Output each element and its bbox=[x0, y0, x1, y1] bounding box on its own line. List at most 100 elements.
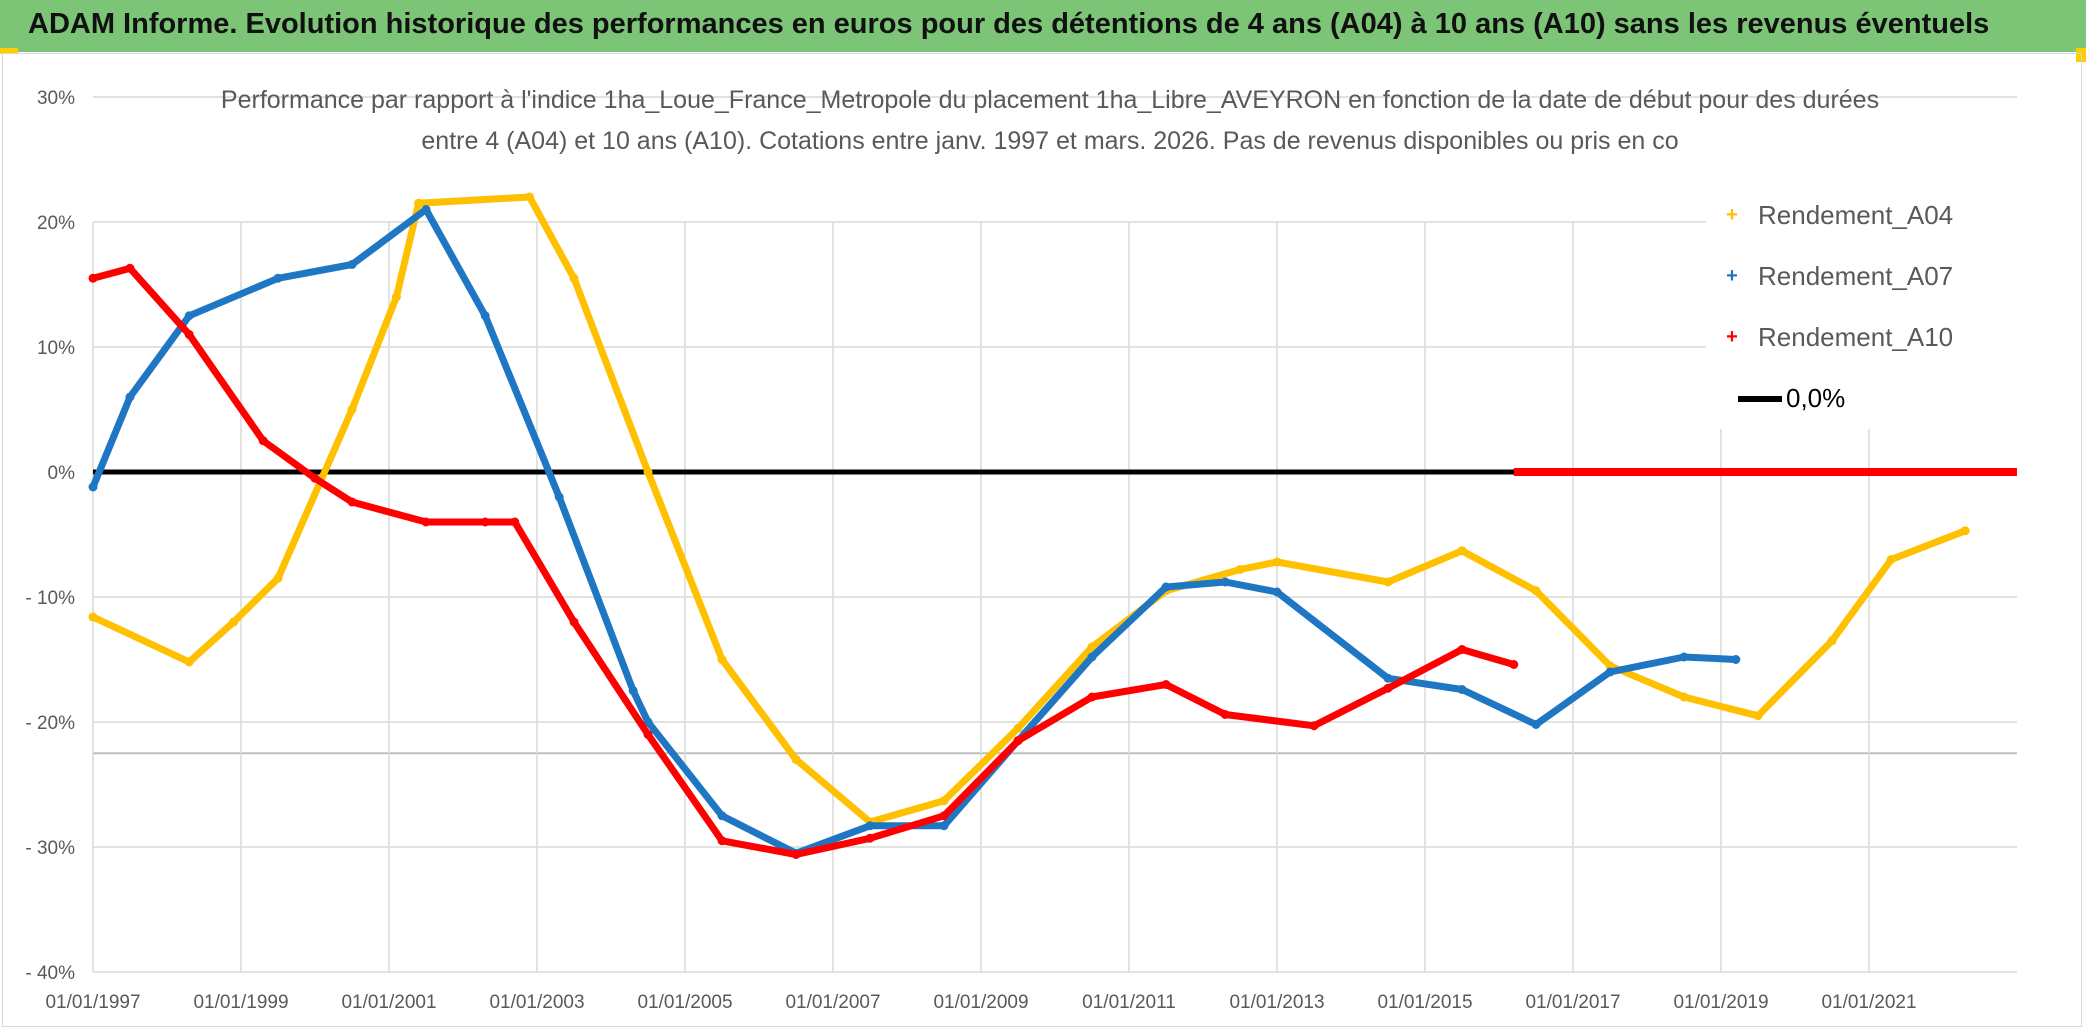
data-point bbox=[1753, 711, 1763, 721]
data-point bbox=[310, 473, 320, 483]
legend-item-a04: + Rendement_A04 bbox=[1706, 185, 2026, 246]
x-tick-label: 01/01/2011 bbox=[1082, 992, 1176, 1013]
x-tick-label: 01/01/2019 bbox=[1673, 992, 1768, 1013]
x-tick-label: 01/01/2001 bbox=[341, 992, 436, 1013]
banner-title: ADAM Informe. Evolution historique des p… bbox=[28, 8, 1990, 40]
legend-marker-a04: + bbox=[1726, 204, 1738, 226]
x-tick-label: 01/01/2015 bbox=[1377, 992, 1472, 1013]
legend-item-zero: 0,0% bbox=[1706, 368, 2026, 429]
data-point bbox=[1087, 692, 1097, 702]
legend-item-a10: + Rendement_A10 bbox=[1706, 307, 2026, 368]
data-point bbox=[554, 492, 564, 502]
data-point bbox=[1457, 685, 1467, 694]
data-point bbox=[643, 730, 653, 739]
data-point bbox=[184, 311, 194, 321]
y-tick-label: - 40% bbox=[25, 963, 75, 984]
data-point bbox=[1272, 557, 1282, 567]
data-point bbox=[1457, 645, 1467, 654]
data-point bbox=[421, 205, 431, 214]
legend-label-a04: Rendement_A04 bbox=[1758, 200, 1954, 230]
y-tick-label: 10% bbox=[37, 338, 75, 359]
data-point bbox=[1235, 565, 1245, 574]
data-point bbox=[865, 821, 875, 831]
data-point bbox=[939, 796, 949, 806]
data-point bbox=[88, 612, 98, 622]
data-point bbox=[717, 655, 727, 664]
legend-marker-a10: + bbox=[1726, 326, 1738, 348]
data-point bbox=[1886, 555, 1896, 564]
data-point bbox=[1272, 587, 1282, 597]
data-point bbox=[1605, 667, 1615, 677]
data-point bbox=[184, 330, 194, 339]
data-point bbox=[643, 717, 653, 727]
data-point bbox=[1509, 660, 1519, 669]
data-point bbox=[1679, 652, 1689, 662]
data-point bbox=[1679, 692, 1689, 702]
legend-line-zero bbox=[1738, 395, 1782, 402]
chart-title-line-2: entre 4 (A04) et 10 ans (A10). Cotations… bbox=[421, 127, 1679, 155]
data-point bbox=[717, 836, 727, 846]
x-tick-label: 01/01/2007 bbox=[785, 992, 880, 1013]
y-tick-label: - 20% bbox=[25, 713, 75, 734]
data-point bbox=[125, 392, 135, 402]
banner-corner-left bbox=[0, 48, 18, 54]
data-point bbox=[273, 573, 283, 583]
x-tick-label: 01/01/1997 bbox=[45, 992, 140, 1013]
data-point bbox=[510, 517, 520, 527]
a04-line bbox=[89, 193, 1969, 826]
data-point bbox=[1531, 586, 1541, 596]
data-point bbox=[865, 833, 875, 843]
data-point bbox=[88, 273, 98, 283]
data-point bbox=[791, 850, 801, 859]
data-point bbox=[1309, 721, 1319, 731]
ticks: 30% 20% 10% 0% - 10% - 20% - 30% - 40% 01/01/199… bbox=[25, 88, 1916, 1013]
x-tick-label: 01/01/2017 bbox=[1525, 992, 1620, 1013]
legend-label-zero: 0,0% bbox=[1786, 383, 1846, 413]
chart-title-line-1: Performance par rapport à l'indice 1ha_L… bbox=[220, 86, 1880, 114]
data-point bbox=[347, 405, 357, 414]
data-point bbox=[1960, 526, 1970, 536]
data-point bbox=[88, 482, 98, 492]
y-tick-label: 20% bbox=[37, 213, 75, 234]
data-point bbox=[1457, 546, 1467, 556]
x-tick-label: 01/01/2005 bbox=[637, 992, 732, 1013]
y-tick-label: 30% bbox=[37, 88, 75, 109]
data-point bbox=[480, 517, 490, 527]
data-point bbox=[525, 192, 535, 202]
data-point bbox=[1161, 680, 1171, 689]
x-tick-label: 01/01/2009 bbox=[933, 992, 1028, 1013]
data-point bbox=[628, 686, 638, 696]
data-point bbox=[939, 821, 949, 831]
data-point bbox=[391, 292, 401, 302]
data-point bbox=[1013, 736, 1023, 746]
x-tick-label: 01/01/2021 bbox=[1821, 992, 1916, 1013]
data-point bbox=[717, 811, 727, 821]
data-point bbox=[1087, 642, 1097, 652]
y-tick-label: 0% bbox=[48, 463, 76, 484]
data-point bbox=[569, 273, 579, 283]
legend-label-a07: Rendement_A07 bbox=[1758, 261, 1954, 291]
chart-title: Performance par rapport à l'indice 1ha_L… bbox=[220, 80, 1880, 162]
y-tick-label: - 30% bbox=[25, 838, 75, 859]
data-point bbox=[791, 755, 801, 764]
legend-marker-a07: + bbox=[1726, 265, 1738, 287]
data-point bbox=[258, 436, 268, 446]
data-point bbox=[273, 273, 283, 283]
data-point bbox=[1383, 673, 1393, 683]
data-point bbox=[1087, 652, 1097, 662]
data-point bbox=[569, 617, 579, 627]
data-point bbox=[1161, 582, 1171, 592]
data-point bbox=[125, 263, 135, 273]
data-point bbox=[347, 260, 357, 269]
data-point bbox=[184, 657, 194, 667]
legend-label-a10: Rendement_A10 bbox=[1758, 322, 1954, 352]
data-point bbox=[939, 811, 949, 821]
series-layer bbox=[88, 192, 2017, 859]
data-point bbox=[347, 497, 357, 507]
chart-frame bbox=[2, 53, 2082, 1027]
data-point bbox=[643, 467, 653, 477]
a07-line bbox=[89, 206, 1740, 857]
banner: ADAM Informe. Evolution historique des p… bbox=[0, 0, 2086, 52]
data-point bbox=[1220, 710, 1230, 719]
